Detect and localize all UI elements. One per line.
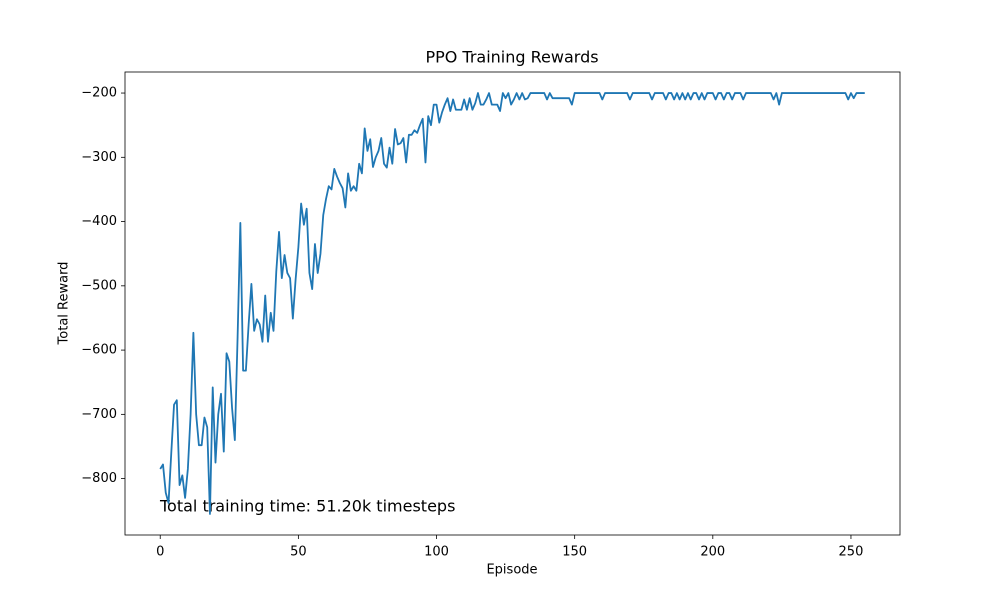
y-tick-label: −500 (81, 278, 117, 293)
y-tick-label: −400 (81, 214, 117, 229)
x-tick-label: 50 (290, 545, 307, 560)
y-tick-label: −800 (81, 471, 117, 486)
x-tick-label: 200 (700, 545, 725, 560)
y-tick-label: −700 (81, 407, 117, 422)
x-tick-label: 250 (839, 545, 864, 560)
x-tick-label: 150 (562, 545, 587, 560)
chart-title: PPO Training Rewards (425, 48, 598, 67)
y-tick-label: −600 (81, 343, 117, 358)
y-axis-label: Total Reward (57, 262, 72, 346)
y-tick-label: −200 (81, 86, 117, 101)
annotation: Total training time: 51.20k timesteps (159, 497, 455, 516)
plot-frame (124, 71, 901, 536)
line-series (159, 92, 865, 515)
x-tick-label: 0 (156, 545, 164, 560)
x-tick-label: 100 (424, 545, 449, 560)
x-axis-label: Episode (486, 563, 537, 578)
y-tick-label: −300 (81, 150, 117, 165)
